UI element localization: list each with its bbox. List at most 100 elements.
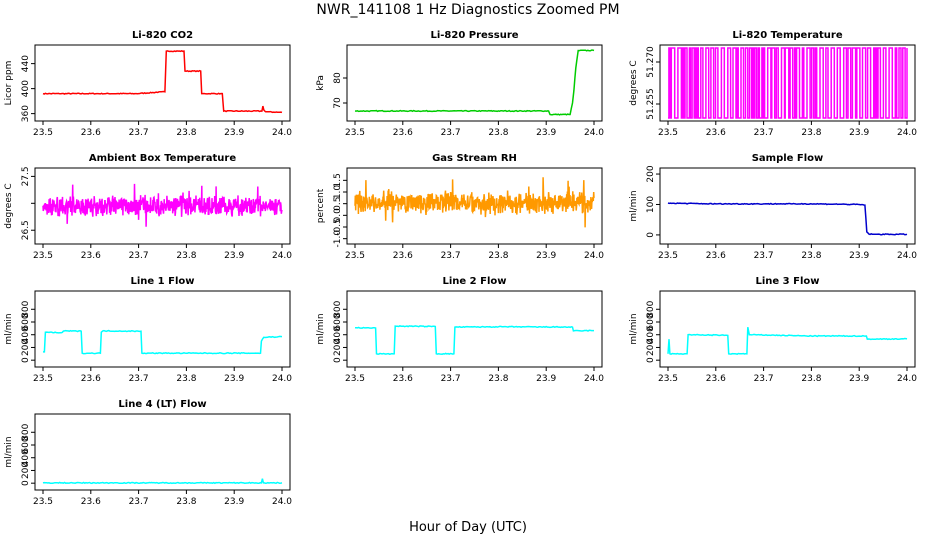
x-tick-label: 23.6 (81, 251, 101, 261)
y-axis-label: ml/min (4, 436, 14, 467)
x-tick-label: 24.0 (897, 128, 917, 138)
figure-title: NWR_141108 1 Hz Diagnostics Zoomed PM (316, 2, 619, 18)
y-tick-label: 440 (21, 55, 31, 72)
x-tick-label: 23.7 (754, 128, 774, 138)
series-line (354, 324, 594, 356)
x-tick-label: 23.6 (393, 374, 413, 384)
x-tick-label: 23.5 (33, 374, 53, 384)
x-tick-label: 23.7 (129, 374, 149, 384)
x-tick-label: 23.9 (224, 374, 244, 384)
x-tick-label: 24.0 (272, 251, 292, 261)
y-tick-label: -0.5 (333, 218, 343, 236)
x-tick-label: 23.9 (224, 128, 244, 138)
panel-title: Gas Stream RH (432, 153, 517, 164)
y-tick-label: 0 (21, 480, 31, 486)
panel-title: Line 2 Flow (443, 276, 507, 287)
y-tick-label: 0 (21, 357, 31, 363)
y-tick-label: 200 (646, 339, 656, 356)
panel-frame (659, 167, 916, 245)
panel-title: Line 1 Flow (131, 276, 195, 287)
y-tick-label: 200 (646, 165, 656, 182)
x-tick-label: 23.6 (706, 251, 726, 261)
x-tick-label: 23.6 (81, 128, 101, 138)
y-tick-label: 400 (333, 326, 343, 343)
y-tick-label: 26.5 (21, 220, 31, 240)
x-tick-label: 23.7 (129, 497, 149, 507)
panel-title: Line 3 Flow (756, 276, 820, 287)
y-tick-label: 400 (21, 449, 31, 466)
y-tick-label: 200 (333, 339, 343, 356)
y-tick-label: 0 (333, 357, 343, 363)
x-tick-label: 23.9 (849, 128, 869, 138)
x-tick-label: 23.8 (176, 374, 196, 384)
y-tick-label: 0.5 (333, 197, 343, 211)
y-tick-label: 600 (21, 436, 31, 453)
y-tick-label: 600 (646, 313, 656, 330)
x-tick-label: 23.5 (658, 251, 678, 261)
x-tick-label: 24.0 (897, 374, 917, 384)
panel-5: Gas Stream RH 23.5 23.6 23.7 23.8 23.9 24.0 -1.… (316, 153, 604, 261)
x-tick-label: 23.7 (754, 251, 774, 261)
series-line (42, 183, 283, 227)
x-tick-label: 23.8 (176, 128, 196, 138)
y-tick-label: 0.0 (333, 208, 343, 223)
x-tick-label: 23.7 (441, 251, 461, 261)
y-tick-label: 800 (21, 300, 31, 317)
x-tick-label: 23.8 (488, 251, 508, 261)
panel-frame (34, 167, 291, 245)
panel-frame (659, 44, 916, 122)
panel-9: Line 3 Flow 23.5 23.6 23.7 23.8 23.9 24.0 02004… (629, 276, 917, 384)
x-tick-label: 23.7 (441, 374, 461, 384)
y-tick-label: 1.5 (333, 173, 343, 187)
y-tick-label: 27.5 (21, 166, 31, 186)
x-tick-label: 24.0 (272, 497, 292, 507)
y-tick-label: 0 (646, 357, 656, 363)
x-tick-label: 24.0 (272, 374, 292, 384)
panel-2: Li-820 Pressure 23.5 23.6 23.7 23.8 23.9 24.0 7… (316, 30, 604, 138)
x-tick-label: 23.8 (801, 374, 821, 384)
y-tick-label: 51.270 (646, 46, 656, 78)
panel-7: Line 1 Flow 23.5 23.6 23.7 23.8 23.9 24.0 02004… (4, 276, 292, 384)
x-tick-label: 23.5 (33, 251, 53, 261)
panel-3: Li-820 Temperature 23.5 23.6 23.7 23.8 23.9 24… (629, 30, 917, 138)
x-tick-label: 23.6 (706, 128, 726, 138)
y-tick-label: 600 (21, 313, 31, 330)
x-tick-label: 23.6 (81, 374, 101, 384)
x-tick-label: 24.0 (584, 374, 604, 384)
x-tick-label: 23.9 (849, 374, 869, 384)
series-line (667, 202, 908, 236)
panel-frame (659, 290, 916, 368)
y-axis-label: ml/min (629, 190, 639, 221)
x-tick-label: 24.0 (584, 128, 604, 138)
y-tick-label: 400 (21, 80, 31, 97)
x-tick-label: 23.5 (345, 251, 365, 261)
y-axis-label: degrees C (629, 60, 639, 105)
panel-frame (346, 44, 603, 122)
series-line (354, 49, 595, 116)
y-tick-label: 200 (21, 462, 31, 479)
panel-title: Line 4 (LT) Flow (118, 399, 206, 410)
x-tick-label: 23.5 (345, 374, 365, 384)
x-tick-label: 23.6 (706, 374, 726, 384)
y-axis-label: ml/min (4, 313, 14, 344)
y-tick-label: 400 (646, 326, 656, 343)
series-line (668, 47, 908, 119)
x-tick-label: 24.0 (272, 128, 292, 138)
x-tick-label: 23.8 (488, 128, 508, 138)
y-tick-label: 800 (646, 300, 656, 317)
y-tick-label: 70 (333, 97, 343, 109)
panel-title: Li-820 Pressure (430, 30, 518, 41)
x-tick-label: 23.9 (536, 374, 556, 384)
y-tick-label: 80 (333, 72, 343, 84)
x-tick-label: 23.5 (658, 374, 678, 384)
panel-title: Sample Flow (752, 153, 824, 164)
panel-title: Ambient Box Temperature (89, 153, 236, 164)
panel-frame (34, 290, 291, 368)
x-tick-label: 23.7 (129, 251, 149, 261)
panel-frame (346, 290, 603, 368)
panel-title: Li-820 Temperature (732, 30, 842, 41)
y-tick-label: 51.255 (646, 88, 656, 120)
y-tick-label: 600 (333, 313, 343, 330)
y-axis-label: kPa (316, 75, 326, 91)
